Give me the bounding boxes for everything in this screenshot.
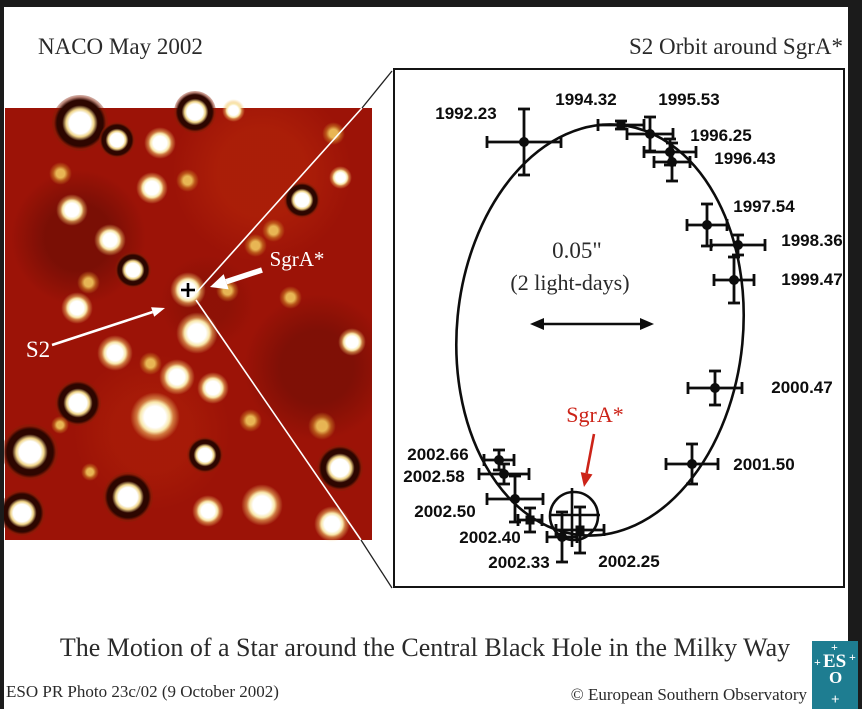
star-blob — [50, 415, 70, 435]
logo-letter-o: O — [829, 668, 843, 687]
star-blob — [0, 490, 45, 536]
star-blob — [76, 270, 100, 294]
sgra-arrow-head — [210, 274, 229, 290]
frame-left-edge — [0, 0, 4, 709]
data-point-2002.25: 2002.25 — [554, 505, 660, 571]
data-point-1996.43: 1996.43 — [652, 141, 776, 183]
logo-letters-es: ES — [823, 651, 847, 672]
data-point-2002.33: 2002.33 — [488, 510, 579, 572]
data-point-1998.36: 1998.36 — [709, 231, 843, 257]
data-point-1994.32: 1994.32 — [555, 90, 646, 131]
star-blob — [129, 391, 181, 443]
figure-caption: The Motion of a Star around the Central … — [59, 633, 791, 662]
data-point-1992.23: 1992.23 — [435, 104, 563, 177]
sgra-red-arrow-head — [580, 472, 593, 487]
star-blob — [96, 334, 134, 372]
star-blob — [135, 171, 169, 205]
epoch-label: 1998.36 — [781, 231, 842, 250]
scale-label-lightdays: (2 light-days) — [510, 270, 629, 295]
s2-label: S2 — [26, 337, 50, 362]
star-blob — [114, 251, 152, 289]
connector-line-black — [361, 70, 393, 109]
logo-star-icon: + — [849, 650, 856, 664]
epoch-label: 2000.47 — [771, 378, 832, 397]
data-point-2002.58: 2002.58 — [403, 462, 531, 486]
epoch-label: 2002.66 — [407, 445, 468, 464]
data-point-2001.50: 2001.50 — [664, 442, 795, 486]
star-blob — [55, 193, 89, 227]
data-point-1997.54: 1997.54 — [685, 197, 795, 248]
epoch-label: 1997.54 — [733, 197, 795, 216]
star-blob — [143, 126, 177, 160]
star-blob — [93, 223, 127, 257]
sgra-image-label: SgrA* — [270, 247, 325, 271]
connector-line-black — [360, 539, 393, 589]
star-blob — [102, 471, 154, 523]
s2-orbit-plot: 0.05" (2 light-days) SgrA* 1992.23 1994.32 19… — [403, 90, 843, 572]
sgra-red-arrow — [585, 433, 596, 474]
frame-top-edge — [0, 0, 862, 7]
epoch-label: 1995.53 — [658, 90, 719, 109]
epoch-label: 2001.50 — [733, 455, 794, 474]
star-blob — [48, 161, 72, 185]
naco-title: NACO May 2002 — [38, 34, 203, 59]
star-blob — [80, 462, 100, 482]
star-blob — [158, 358, 196, 396]
photo-credit: ESO PR Photo 23c/02 (9 October 2002) — [6, 682, 279, 701]
epoch-label: 2002.25 — [598, 552, 659, 571]
star-blob — [2, 424, 58, 480]
data-point-1999.47: 1999.47 — [712, 255, 843, 305]
naco-annotations: S2 SgrA* — [26, 247, 325, 362]
epoch-label: 1999.47 — [781, 270, 842, 289]
epoch-label: 2002.58 — [403, 467, 464, 486]
logo-star-icon: + — [814, 655, 821, 669]
scale-arrow-left-head — [530, 318, 544, 330]
sgra-arrow — [225, 267, 263, 285]
star-blob — [60, 291, 94, 325]
data-point-2002.66: 2002.66 — [407, 445, 516, 472]
s2-arrow — [51, 310, 154, 347]
epoch-label: 2002.40 — [459, 528, 520, 547]
sgra-plot-label: SgrA* — [566, 402, 623, 427]
star-blob — [98, 121, 136, 159]
logo-star-icon: + — [831, 640, 838, 654]
copyright-text: © European Southern Observatory — [570, 685, 807, 704]
logo-star-icon: + — [831, 692, 840, 708]
epoch-label: 1996.25 — [690, 126, 751, 145]
epoch-label: 1992.23 — [435, 104, 496, 123]
data-point-2002.50: 2002.50 — [414, 474, 545, 524]
star-blob — [138, 351, 162, 375]
data-point-2000.47: 2000.47 — [686, 369, 833, 407]
epoch-label: 1994.32 — [555, 90, 616, 109]
frame-right-edge — [848, 0, 862, 709]
epoch-label: 2002.33 — [488, 553, 549, 572]
eso-logo: + + + ES O + — [812, 641, 858, 709]
data-point-2002.40: 2002.40 — [459, 506, 544, 547]
scale-arrow-right-head — [640, 318, 654, 330]
data-point-1995.53: 1995.53 — [625, 90, 720, 153]
epoch-label: 1996.43 — [714, 149, 775, 168]
epoch-label: 2002.50 — [414, 502, 475, 521]
orbit-title: S2 Orbit around SgrA* — [628, 34, 843, 59]
star-blob — [175, 168, 199, 192]
star-blob — [52, 95, 108, 151]
orbit-ellipse — [454, 123, 746, 537]
scale-label-arcsec: 0.05" — [552, 238, 602, 263]
naco-infrared-image: S2 SgrA* — [0, 91, 372, 543]
orbit-plot-panel: 0.05" (2 light-days) SgrA* 1992.23 1994.32 19… — [393, 68, 845, 588]
s2-arrow-head — [151, 307, 165, 317]
